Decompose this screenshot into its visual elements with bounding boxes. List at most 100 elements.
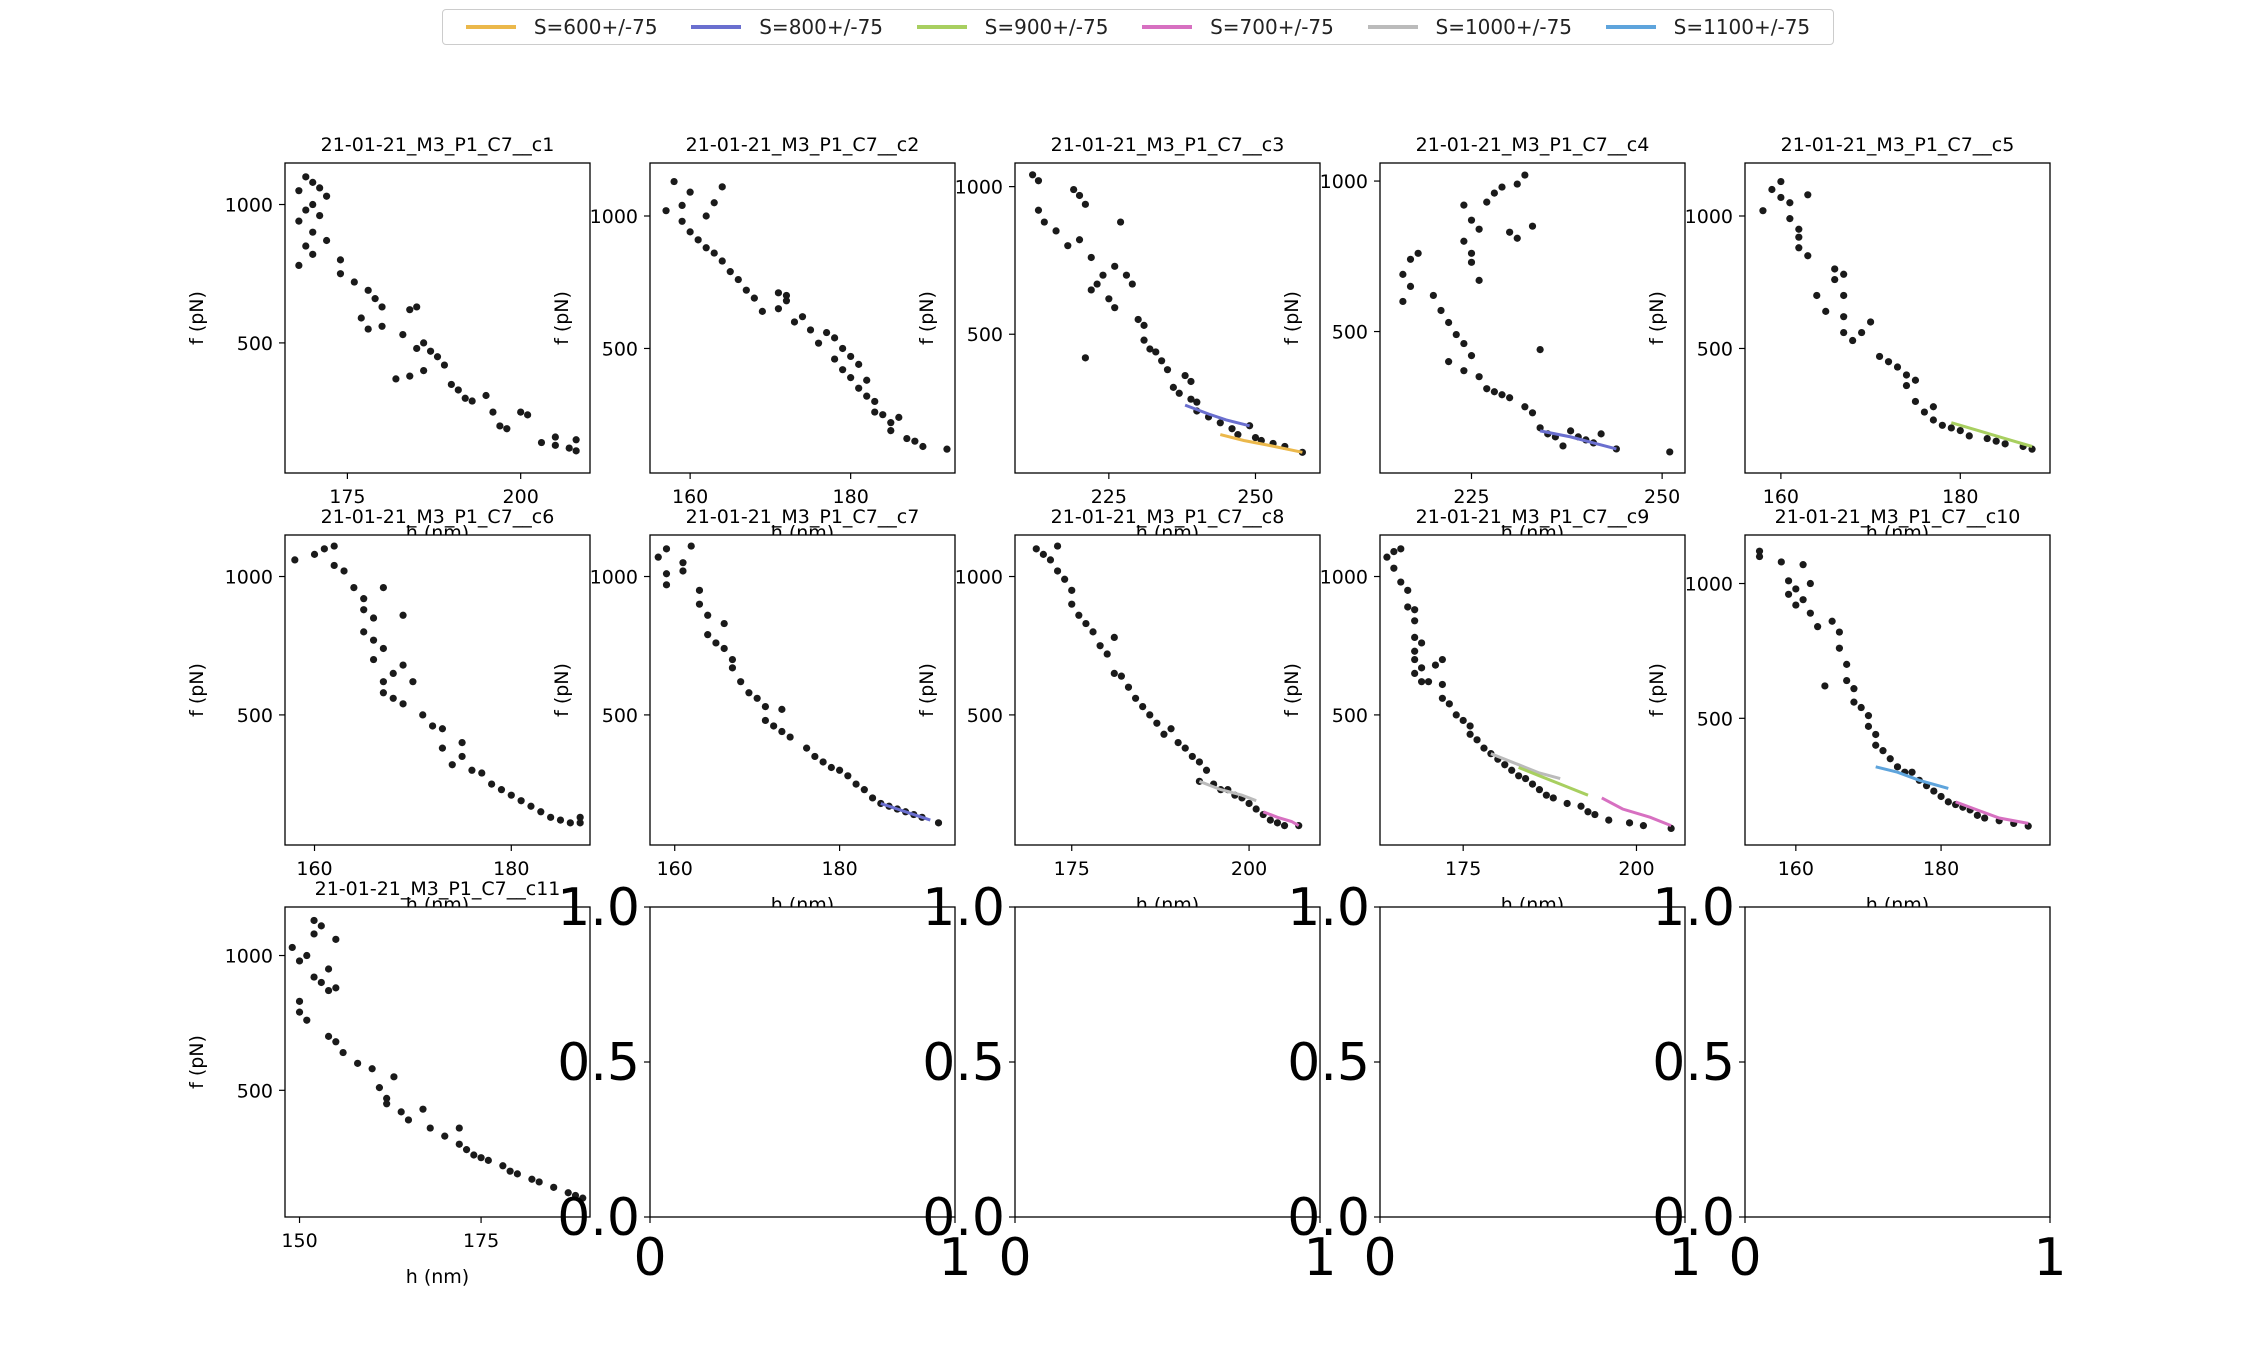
subplot-title: 21-01-21_M3_P1_C7__c2	[686, 134, 920, 156]
data-point	[547, 813, 555, 821]
data-point	[1445, 318, 1453, 327]
data-point	[1981, 814, 1989, 822]
data-point	[742, 286, 750, 294]
data-point	[1840, 291, 1848, 300]
data-point	[579, 1194, 587, 1202]
data-point	[887, 419, 895, 427]
x-tick-label: 225	[1453, 486, 1489, 508]
legend-swatch	[465, 25, 516, 29]
data-point	[379, 644, 387, 653]
data-point	[1124, 683, 1133, 691]
data-point	[1034, 206, 1043, 214]
data-point	[1920, 408, 1929, 416]
data-point	[1804, 252, 1812, 260]
data-point	[1639, 822, 1648, 830]
y-tick-label: 0.0	[1287, 1188, 1370, 1248]
y-axis-label: f (pN)	[916, 663, 938, 717]
data-point	[1228, 425, 1236, 433]
data-point	[1467, 258, 1476, 266]
fit-line	[1184, 403, 1250, 428]
data-point	[1536, 424, 1544, 432]
data-point	[1849, 336, 1857, 345]
data-point	[726, 268, 734, 276]
x-tick-label: 160	[1778, 858, 1814, 880]
fit-line	[1490, 752, 1561, 781]
data-point	[1175, 389, 1183, 397]
x-tick-label: 175	[1445, 858, 1481, 880]
y-tick-label: 1000	[225, 567, 273, 589]
data-point	[406, 372, 414, 380]
data-point	[399, 331, 407, 339]
data-point	[303, 1016, 311, 1024]
data-point	[1535, 786, 1544, 794]
data-point	[1234, 431, 1242, 439]
legend-swatch	[1367, 25, 1418, 29]
data-point	[378, 303, 386, 311]
data-point	[835, 766, 844, 774]
data-point	[1383, 553, 1391, 561]
data-point	[1536, 346, 1544, 354]
subplot-title: 21-01-21_M3_P1_C7__c4	[1416, 134, 1650, 156]
data-point	[1666, 448, 1674, 456]
data-point	[654, 553, 662, 561]
data-point	[1452, 330, 1460, 339]
data-point	[295, 187, 303, 195]
data-point	[426, 347, 435, 355]
data-point	[1893, 363, 1902, 371]
data-point	[844, 772, 852, 780]
data-point	[295, 261, 303, 270]
data-point	[462, 1146, 471, 1154]
data-point	[831, 355, 839, 363]
data-point	[1140, 336, 1148, 344]
data-point	[758, 307, 766, 315]
data-point	[1777, 558, 1785, 566]
data-point	[806, 326, 815, 334]
data-point	[1795, 225, 1803, 233]
data-point	[1105, 295, 1113, 303]
data-point	[1911, 376, 1920, 384]
data-point	[330, 561, 338, 570]
data-point	[1944, 798, 1952, 806]
data-point	[1163, 366, 1172, 374]
data-point	[1866, 318, 1875, 326]
data-point	[537, 438, 546, 447]
data-point	[413, 303, 421, 311]
data-point	[336, 270, 345, 278]
data-point	[1431, 661, 1440, 669]
data-point	[458, 738, 466, 747]
data-point	[1879, 747, 1887, 755]
data-point	[550, 1183, 558, 1191]
data-point	[1795, 244, 1803, 252]
data-point	[1397, 578, 1405, 586]
data-point	[803, 744, 811, 752]
data-point	[433, 353, 442, 361]
data-point	[1528, 780, 1537, 788]
data-point	[1806, 609, 1814, 617]
data-point	[309, 250, 317, 258]
subplot: 21-01-21_M3_P1_C7__c9h (nm)f (pN)175 2005…	[1281, 506, 1686, 916]
data-point	[1755, 552, 1764, 561]
data-point	[1404, 586, 1412, 594]
data-point	[448, 761, 456, 769]
legend: S=600+/-75 S=800+/-75 S=900+/-75 S=700+/-75…	[442, 9, 1834, 45]
y-axis-label: f (pN)	[1646, 663, 1668, 717]
data-point	[1513, 180, 1521, 188]
data-point	[1411, 606, 1419, 614]
data-point	[790, 318, 799, 326]
data-point	[406, 306, 414, 314]
data-point	[1563, 799, 1571, 808]
data-point	[710, 249, 718, 257]
x-axis-label: h (nm)	[406, 1266, 469, 1288]
x-tick-label: 200	[1618, 858, 1654, 880]
subplot: 21-01-21_M3_P1_C7__c6h (nm)f (pN)160 1805…	[186, 506, 591, 916]
data-point	[1857, 703, 1865, 712]
x-tick-label: 175	[1054, 858, 1090, 880]
fit-line	[880, 802, 931, 822]
data-point	[503, 425, 511, 433]
data-point	[1840, 313, 1848, 321]
data-point	[390, 1073, 398, 1081]
data-point	[720, 644, 728, 653]
data-point	[686, 188, 694, 196]
data-point	[1438, 694, 1446, 702]
data-point	[1411, 647, 1419, 655]
